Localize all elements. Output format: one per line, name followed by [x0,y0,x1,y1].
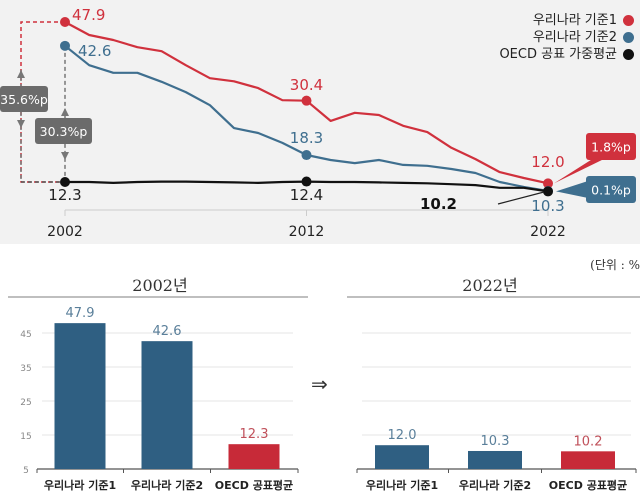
bar-value-label: 12.0 [388,428,417,443]
data-label-black-2022: 10.2 [420,195,457,213]
legend-item-standard1: 우리나라 기준1 [499,12,634,29]
x-tick-label: 2012 [289,224,325,240]
arrow-up-icon [17,70,25,78]
line-chart: 2002 2012 2022 47.9 42.6 12.3 30.4 18.3 12.4 12.0… [0,6,636,240]
legend-marker-blue [623,32,634,43]
y-tick-label: 25 [20,398,31,408]
bar-value-label: 47.9 [66,306,95,321]
x-category-label: OECD 공표평균 [215,478,293,492]
x-category-label: 우리나라 기준1 [366,478,438,492]
data-point-blue-2012 [301,150,312,161]
data-point-black-2002 [60,177,70,187]
bar-2022-1 [468,450,522,469]
bar-2002-2 [228,444,280,469]
y-tick-label: 45 [20,330,31,340]
y-tick-label: 15 [20,432,31,442]
legend-label: 우리나라 기준1 [532,13,617,28]
bar-value-label: 42.6 [153,324,182,339]
legend-label: OECD 공표 가중평균 [499,47,617,62]
data-point-black-2022 [543,186,553,197]
data-point-red-2002 [60,17,70,28]
legend-marker-red [623,15,634,26]
y-tick-label: 35 [20,364,31,374]
bar-chart-title-2002: 2002년 [132,276,188,295]
unit-note: (단위 : % [590,258,640,272]
data-point-red-2012 [301,95,312,106]
bar-chart-panel: 5 15 25 35 45 47.9 우리나라 기준1 42.6 우리나라 기준2 12.3 OEC… [0,244,640,500]
data-label-red-2022: 12.0 [531,153,564,171]
data-label-black-2012: 12.4 [290,186,323,204]
x-category-label: OECD 공표평균 [549,478,627,492]
data-label-blue-2012: 18.3 [290,129,323,147]
legend-item-standard2: 우리나라 기준2 [499,29,634,46]
gap-annotation-30-3-text: 30.3%p [40,124,88,139]
legend-marker-black [623,49,634,60]
data-point-black-2012 [301,176,312,187]
bar-value-label: 10.3 [481,434,510,449]
series-line-blue [64,44,549,193]
data-point-blue-2002 [60,40,70,51]
x-category-label: 우리나라 기준2 [131,478,203,492]
legend-item-oecd: OECD 공표 가중평균 [499,46,634,63]
bar-2022-0 [375,445,429,469]
y-tick-label: 5 [23,466,29,476]
bar-chart-title-2022: 2022년 [462,276,518,295]
arrow-up-icon [61,108,69,116]
arrow-down-icon [17,120,25,128]
data-label-blue-2022: 10.3 [531,197,564,215]
gap-annotation-1-8-text: 1.8%p [591,140,631,155]
bar-2002-0 [54,323,106,469]
x-tick-label: 2022 [530,224,566,240]
bar-value-label: 10.2 [574,434,603,449]
arrow-down-icon [61,152,69,160]
label-leader-black [497,191,545,205]
data-label-black-2002: 12.3 [48,186,81,204]
bar-value-label: 12.3 [240,427,269,442]
x-category-label: 우리나라 기준2 [459,478,531,492]
arrow-icon: ⇒ [311,372,328,396]
bar-2022-2 [561,451,615,469]
gap-annotation-1-8-box [586,133,636,160]
bar-charts: 5 15 25 35 45 47.9 우리나라 기준1 42.6 우리나라 기준2 12.3 OEC… [8,296,640,492]
legend-label: 우리나라 기준2 [532,30,617,45]
data-point-red-2022 [543,178,553,189]
gap-annotation-0-1-text: 0.1%p [591,183,631,198]
data-label-blue-2002: 42.6 [78,42,111,60]
gap-annotation-35-6-box [0,86,48,112]
gap-annotation-30-3-box [35,118,92,144]
line-chart-panel: 2002 2012 2022 47.9 42.6 12.3 30.4 18.3 12.4 12.0… [0,0,640,244]
chart-legend: 우리나라 기준1 우리나라 기준2 OECD 공표 가중평균 [499,12,634,63]
bar-2002-1 [141,341,193,469]
gap-annotation-35-6-text: 35.6%p [0,92,48,107]
x-tick-label: 2002 [47,224,83,240]
data-label-red-2002: 47.9 [72,6,105,24]
callout-pointer-red [554,158,606,184]
gap-annotation-0-1-box [586,176,636,203]
data-label-red-2012: 30.4 [290,76,323,94]
x-category-label: 우리나라 기준1 [44,478,116,492]
callout-pointer-blue [556,181,588,198]
